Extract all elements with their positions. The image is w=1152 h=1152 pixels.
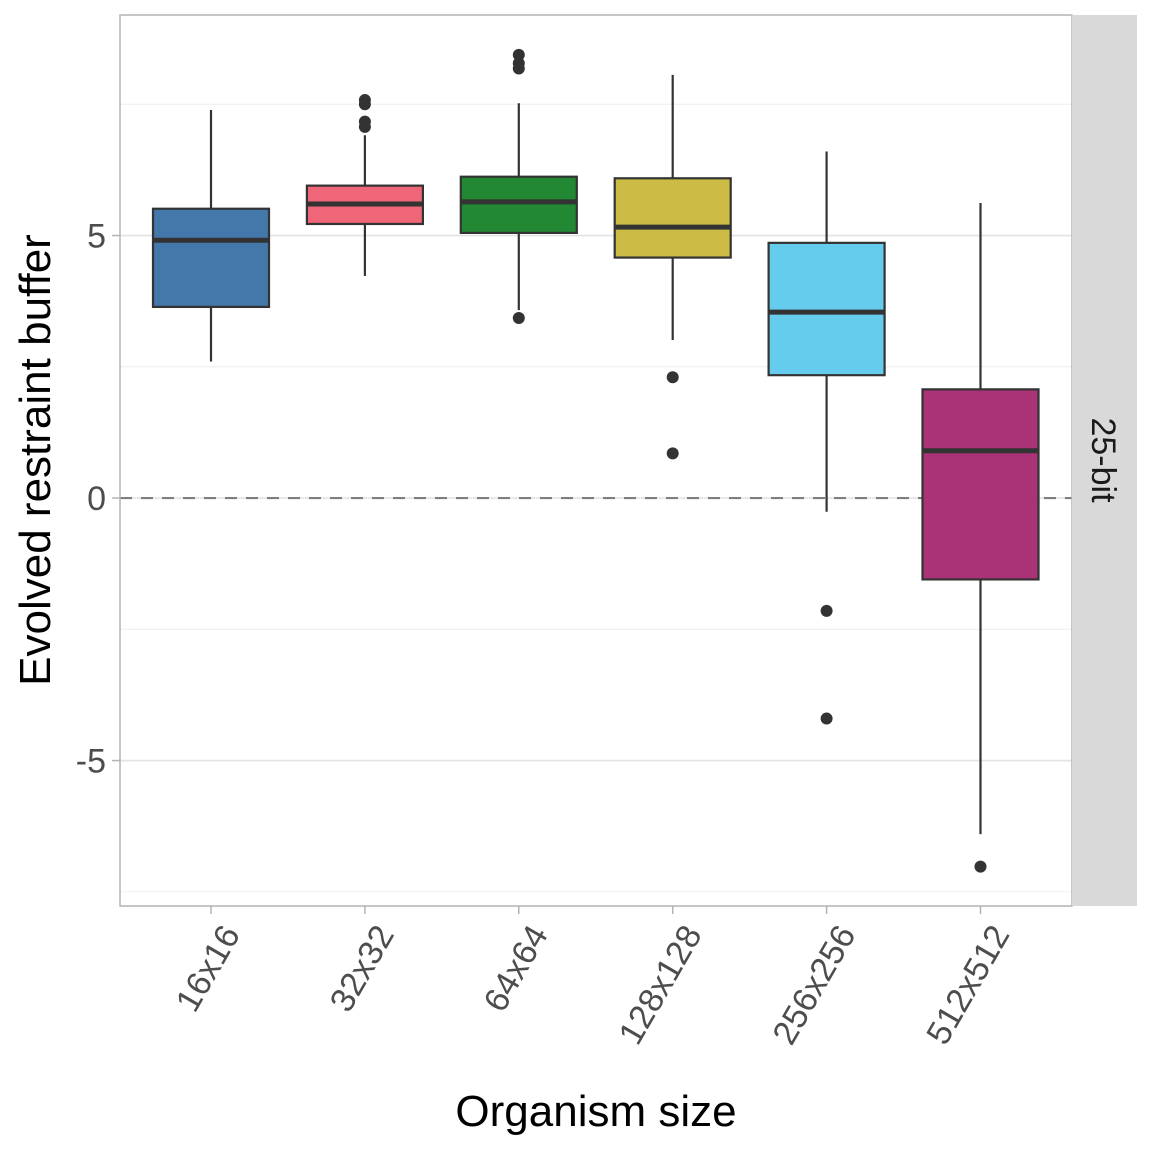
iqr-box — [767, 241, 886, 377]
facet-strip — [1072, 15, 1137, 906]
panel-background — [120, 15, 1072, 906]
x-tick-label: 512x512 — [919, 919, 1017, 1051]
outlier-point — [512, 62, 525, 75]
box-512x512 — [921, 202, 1040, 873]
box-128x128 — [613, 74, 732, 460]
y-axis: -5 0 5 — [76, 218, 120, 781]
x-axis: 16x16 32x32 64x64 128x128 256x256 512x512 — [169, 906, 1017, 1051]
x-tick-label: 64x64 — [476, 919, 555, 1018]
iqr-box — [459, 175, 578, 234]
outlier-point — [512, 48, 525, 61]
box-32x32 — [305, 94, 424, 276]
y-tick-label: -5 — [76, 743, 106, 781]
y-axis-title: Evolved restraint buffer — [11, 234, 60, 686]
box-64x64 — [459, 48, 578, 324]
outlier-point — [820, 604, 833, 617]
x-tick-label: 128x128 — [611, 919, 709, 1051]
x-tick-label: 32x32 — [323, 919, 402, 1018]
y-tick-label: 5 — [87, 218, 106, 256]
outlier-point — [358, 98, 371, 111]
boxes-layer — [151, 48, 1040, 873]
outlier-point — [666, 447, 679, 460]
iqr-box — [921, 388, 1040, 581]
outlier-point — [358, 120, 371, 133]
y-tick-label: 0 — [87, 480, 106, 518]
box-16x16 — [151, 110, 271, 362]
x-axis-title: Organism size — [455, 1087, 736, 1136]
outlier-point — [512, 311, 525, 324]
x-tick-label: 256x256 — [765, 919, 863, 1051]
outlier-point — [974, 860, 987, 873]
gridlines — [120, 103, 1072, 893]
iqr-box — [613, 177, 732, 259]
outlier-point — [820, 712, 833, 725]
x-tick-label: 16x16 — [169, 919, 248, 1018]
facet-strip-label: 25-bit — [1084, 417, 1122, 503]
iqr-box — [151, 207, 271, 309]
outlier-point — [666, 371, 679, 384]
box-256x256 — [767, 151, 886, 725]
